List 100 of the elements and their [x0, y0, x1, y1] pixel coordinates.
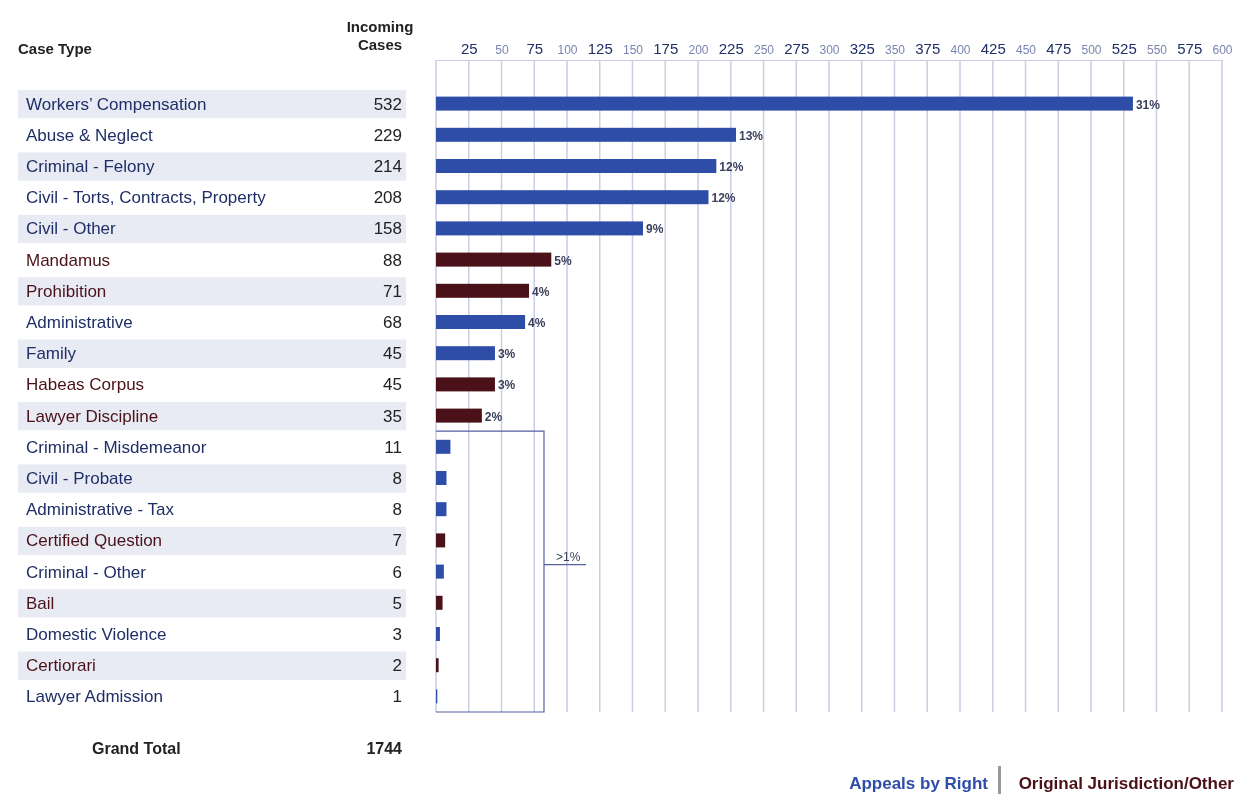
bar	[436, 283, 530, 298]
y-tick-label: Civil - Torts, Contracts, Property	[26, 188, 267, 208]
annotation: 12%	[719, 160, 744, 174]
x2-tick-label: 125	[587, 40, 613, 57]
x2-tick-label: 100	[557, 43, 578, 57]
bar	[436, 595, 443, 610]
x2-tick-label: 250	[753, 43, 775, 57]
y-tick-label: Civil - Other	[26, 219, 117, 239]
bar	[436, 502, 447, 517]
x2-tick-label: 450	[1015, 43, 1037, 57]
y-tick-label: Administrative - Tax	[26, 500, 175, 520]
bar	[436, 315, 526, 329]
x2-tick-label: 275	[784, 40, 810, 57]
bar	[436, 627, 440, 641]
x2-tick-label: 575	[1177, 40, 1203, 57]
data-label: 3	[392, 625, 402, 644]
data-label: 7	[392, 531, 402, 551]
y-tick-label: Habeas Corpus	[26, 375, 145, 395]
text: Original Jurisdiction/Other	[1018, 774, 1235, 793]
x2-tick-label: 500	[1081, 43, 1102, 57]
data-label: 208	[373, 188, 402, 208]
x2-tick-label: 50	[495, 43, 509, 57]
x2-tick-label: 225	[718, 40, 744, 57]
text: Grand Total	[92, 740, 181, 757]
annotation: 31%	[1135, 97, 1161, 112]
annotation: 2%	[484, 409, 503, 424]
annotation: 3%	[497, 378, 516, 393]
y-tick-label: Lawyer Admission	[26, 687, 164, 707]
annotation: 13%	[738, 128, 764, 143]
y-tick-label: Mandamus	[26, 250, 111, 270]
data-label: 532	[373, 94, 402, 114]
y-tick-label: Criminal - Misdemeanor	[26, 437, 207, 457]
bar	[436, 564, 444, 579]
data-label: 229	[373, 125, 402, 145]
x2-tick-label: 25	[460, 40, 478, 57]
y-tick-label: Prohibition	[26, 281, 107, 301]
y-tick-label: Bail	[26, 593, 55, 613]
data-label: 35	[383, 406, 402, 426]
y-tick-label: Criminal - Other	[26, 562, 147, 582]
annotation: 12%	[711, 191, 736, 206]
data-label: 8	[392, 469, 402, 488]
y-tick-label: Criminal - Felony	[26, 157, 155, 176]
data-label: 214	[373, 157, 402, 176]
annotation: >1%	[556, 549, 581, 564]
y-tick-label: Domestic Violence	[26, 625, 167, 644]
data-label: 45	[383, 344, 402, 364]
text: Incoming Cases	[346, 18, 414, 53]
annotation: 3%	[497, 347, 516, 362]
y-tick-label: Certiorari	[26, 656, 96, 676]
data-label: 88	[383, 250, 402, 270]
y-tick-label: Civil - Probate	[26, 469, 133, 488]
bar	[436, 408, 482, 423]
bar	[436, 346, 495, 361]
y-tick-label: Administrative	[26, 313, 133, 332]
x2-tick-label: 400	[950, 43, 971, 57]
data-label: 2	[392, 656, 402, 676]
x2-tick-label: 375	[915, 40, 941, 57]
bar	[436, 377, 495, 392]
x2-tick-label: 75	[526, 40, 544, 57]
bar	[436, 439, 451, 454]
bar	[436, 252, 552, 267]
x2-tick-label: 175	[653, 40, 679, 57]
y-tick-label: Certified Question	[26, 531, 163, 551]
annotation: 9%	[645, 222, 664, 237]
annotation: 4%	[528, 316, 546, 330]
data-label: 1	[392, 687, 402, 707]
data-label: 6	[392, 562, 402, 582]
bar	[436, 221, 643, 236]
data-label: 5	[392, 593, 402, 613]
data-label: 45	[383, 375, 402, 395]
y-tick-label: Workers’ Compensation	[26, 94, 207, 114]
x2-tick-label: 150	[622, 43, 644, 57]
y-tick-label: Lawyer Discipline	[26, 406, 159, 426]
bar	[436, 658, 439, 673]
data-label: 8	[392, 500, 402, 520]
data-label: 71	[383, 281, 402, 301]
text: 1744	[366, 740, 403, 757]
x2-tick-label: 300	[819, 43, 840, 57]
data-label: 68	[383, 313, 402, 332]
annotation: 4%	[532, 284, 550, 299]
x2-tick-label: 425	[980, 40, 1006, 57]
x2-tick-label: 350	[884, 43, 906, 57]
data-label: 11	[384, 437, 402, 457]
bar	[436, 533, 446, 548]
y-tick-label: Abuse & Neglect	[26, 125, 153, 145]
x2-tick-label: 600	[1212, 43, 1233, 57]
bar	[436, 190, 709, 205]
bar	[436, 127, 736, 142]
x2-tick-label: 475	[1046, 40, 1072, 57]
bar	[436, 471, 447, 485]
y-axis-title: Case Type	[18, 40, 92, 57]
data-label: 158	[373, 219, 402, 239]
y-tick-label: Family	[26, 344, 77, 364]
x2-tick-label: 325	[849, 40, 875, 57]
bar	[436, 159, 717, 173]
x2-tick-label: 200	[688, 43, 709, 57]
x2-tick-label: 525	[1111, 40, 1137, 57]
text: Appeals by Right	[849, 774, 989, 793]
x2-tick-label: 550	[1146, 43, 1168, 57]
bar	[436, 96, 1133, 111]
